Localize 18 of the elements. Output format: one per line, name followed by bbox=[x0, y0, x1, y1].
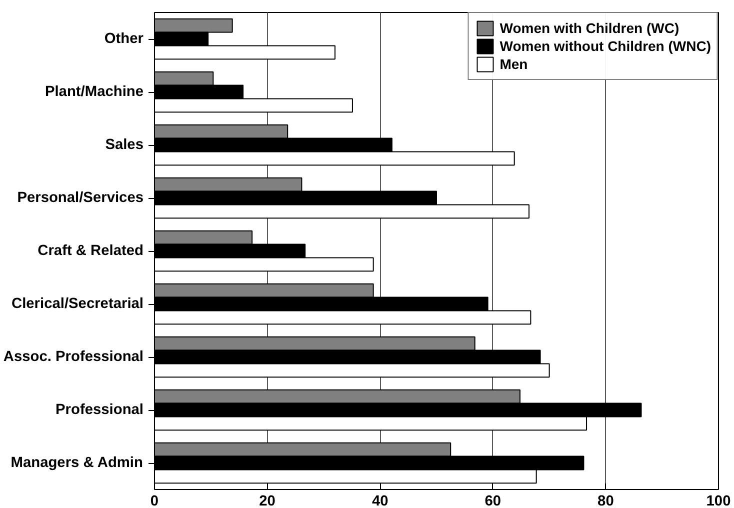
y-tick-label: Craft & Related bbox=[38, 243, 144, 259]
y-tick-label: Personal/Services bbox=[17, 190, 144, 206]
y-tick-label: Plant/Machine bbox=[44, 84, 144, 100]
legend-label: Women without Children (WNC) bbox=[500, 37, 711, 55]
x-tick-label: 40 bbox=[372, 494, 388, 508]
legend-label: Women with Children (WC) bbox=[500, 19, 680, 37]
y-tick-label: Assoc. Professional bbox=[3, 349, 144, 365]
y-tick-label: Professional bbox=[56, 402, 144, 418]
x-tick-label: 20 bbox=[259, 494, 276, 508]
x-tick-label: 80 bbox=[598, 494, 614, 508]
legend-label: Men bbox=[500, 55, 528, 73]
y-tick-label: Clerical/Secretarial bbox=[12, 296, 144, 312]
x-tick-label: 100 bbox=[706, 494, 731, 508]
x-tick-label: 0 bbox=[150, 494, 159, 508]
x-tick-label: 60 bbox=[484, 494, 502, 508]
y-tick-label: Managers & Admin bbox=[10, 455, 144, 471]
y-tick-label: Other bbox=[104, 31, 144, 47]
y-tick-label: Sales bbox=[105, 137, 144, 153]
